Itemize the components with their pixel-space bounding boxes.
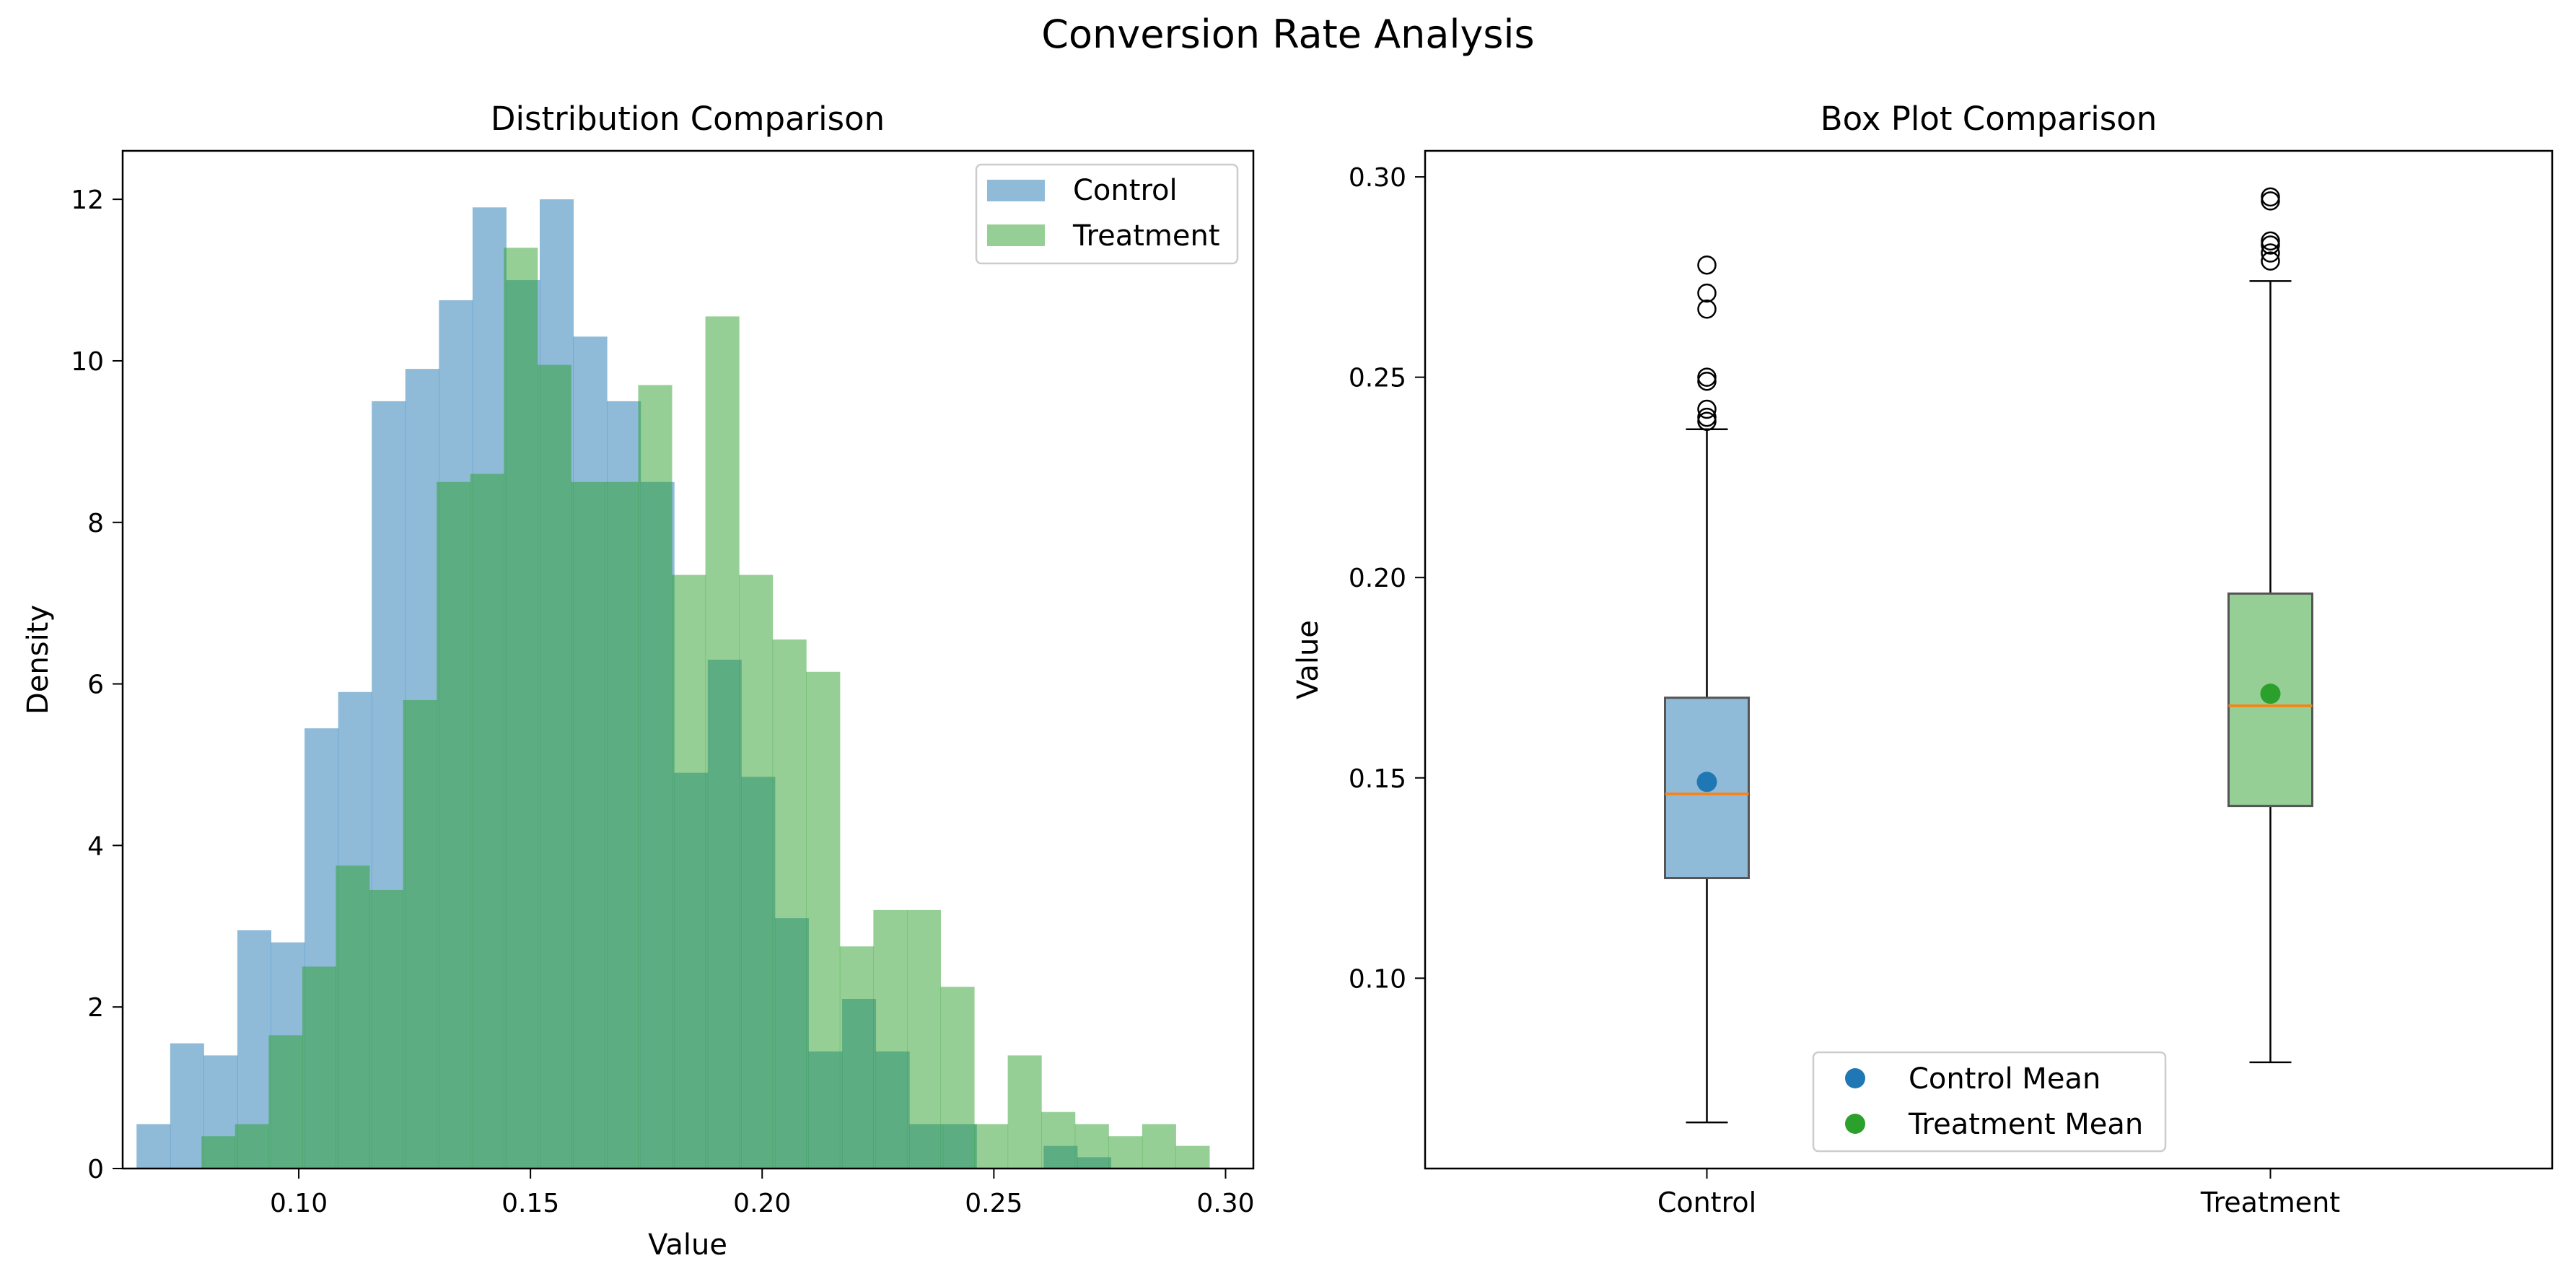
histogram-x-tick-label: 0.10	[270, 1189, 328, 1218]
boxplot-y-tick-label: 0.10	[1349, 964, 1406, 994]
histogram-bar-treatment	[537, 364, 571, 1169]
histogram-bar-treatment	[672, 575, 706, 1169]
histogram-bar-treatment	[336, 865, 370, 1169]
histogram-bar-treatment	[571, 481, 605, 1169]
boxplot-axes-frame	[1424, 149, 2554, 1170]
treatment-histogram-bars	[201, 248, 1210, 1169]
histogram-x-tick-label: 0.30	[1196, 1189, 1254, 1218]
boxplot-y-tick-label: 0.30	[1349, 163, 1406, 193]
outlier-treatment	[2261, 251, 2280, 271]
histogram-legend: Control Treatment	[975, 163, 1239, 265]
histogram-x-ticks: 0.10 0.15 0.20 0.25 0.30	[270, 1169, 1255, 1218]
histogram-bar-control	[136, 1124, 171, 1169]
histogram-bar-treatment	[604, 481, 639, 1169]
mean-marker-control	[1696, 772, 1717, 792]
legend-marker-treatment-mean	[1845, 1114, 1865, 1134]
mean-marker-treatment	[2260, 684, 2281, 704]
histogram-bar-treatment	[1175, 1145, 1210, 1169]
histogram-y-ticks: 0 2 4 6 8 10 12	[71, 185, 123, 1184]
outlier-control	[1697, 407, 1717, 427]
histogram-y-tick-label: 10	[71, 347, 104, 377]
outlier-treatment	[2261, 231, 2280, 251]
histogram-bar-treatment	[638, 385, 673, 1169]
histogram-bar-treatment	[974, 1124, 1009, 1169]
boxplot-y-tick-label: 0.15	[1349, 764, 1406, 794]
histogram-axes-frame	[121, 149, 1255, 1170]
histogram-bar-treatment	[839, 946, 874, 1169]
outlier-control	[1697, 300, 1717, 319]
histogram-title: Distribution Comparison	[491, 100, 885, 138]
histogram-bar-treatment	[940, 987, 975, 1169]
histogram-bar-treatment	[906, 909, 942, 1169]
boxplot-y-label: Value	[1292, 620, 1325, 699]
histogram-bar-control	[170, 1043, 204, 1169]
histogram-x-tick-label: 0.20	[733, 1189, 791, 1218]
outlier-control	[1697, 283, 1717, 303]
histogram-x-label: Value	[648, 1228, 727, 1262]
boxplot-legend-box	[1812, 1051, 2167, 1153]
outlier-treatment	[2261, 191, 2280, 211]
legend-label-control-mean: Control Mean	[1909, 1062, 2100, 1096]
histogram-bar-treatment	[1108, 1136, 1143, 1169]
legend-swatch-treatment	[987, 224, 1045, 246]
histogram-bar-treatment	[268, 1035, 303, 1169]
histogram-bar-treatment	[470, 473, 504, 1169]
boxplot-x-tick-label: Treatment	[2200, 1187, 2340, 1218]
legend-swatch-control	[987, 180, 1045, 201]
legend-label-control: Control	[1073, 174, 1178, 207]
boxplot-x-ticks: Control Treatment	[1657, 1169, 2340, 1218]
histogram-bar-treatment	[1041, 1112, 1076, 1169]
outlier-control	[1697, 399, 1717, 419]
outlier-treatment	[2261, 187, 2280, 207]
boxplot-title: Box Plot Comparison	[1821, 100, 2157, 138]
histogram-y-label: Density	[22, 605, 55, 715]
histogram-bar-treatment	[369, 889, 404, 1169]
outlier-control	[1697, 371, 1717, 391]
boxplot-y-tick-label: 0.20	[1349, 564, 1406, 593]
boxplot-y-ticks: 0.10 0.15 0.20 0.25 0.30	[1349, 163, 1425, 994]
boxplot-y-tick-label: 0.25	[1349, 364, 1406, 393]
outlier-control	[1697, 367, 1717, 387]
histogram-y-tick-label: 6	[87, 671, 104, 700]
histogram-y-tick-label: 2	[87, 993, 104, 1023]
histogram-bar-treatment	[705, 316, 740, 1169]
histogram-bar-treatment	[504, 248, 538, 1169]
histogram-bar-treatment	[235, 1124, 269, 1169]
histogram-panel: Distribution Comparison 0.10 0.15 0.20 0.25…	[22, 100, 1255, 1262]
histogram-bar-treatment	[772, 639, 807, 1169]
histogram-y-tick-label: 8	[87, 509, 104, 538]
histogram-bar-treatment	[806, 671, 841, 1169]
histogram-x-tick-label: 0.25	[965, 1189, 1022, 1218]
boxplot-elements	[1664, 187, 2313, 1124]
outlier-treatment	[2261, 243, 2280, 263]
legend-label-treatment: Treatment	[1072, 219, 1220, 253]
boxplot-legend: Control Mean Treatment Mean	[1812, 1051, 2167, 1153]
histogram-bar-treatment	[1007, 1055, 1042, 1169]
boxplot-x-tick-label: Control	[1657, 1187, 1756, 1218]
histogram-x-tick-label: 0.15	[501, 1189, 559, 1218]
outlier-control	[1697, 255, 1717, 275]
legend-marker-control-mean	[1845, 1068, 1865, 1088]
figure-title: Conversion Rate Analysis	[1041, 12, 1534, 57]
histogram-y-tick-label: 12	[71, 185, 104, 215]
histogram-bar-treatment	[739, 575, 774, 1169]
boxplot-panel: Box Plot Comparison Control Treatment 0.1…	[1292, 100, 2554, 1218]
histogram-bar-treatment	[302, 966, 336, 1169]
histogram-bar-treatment	[873, 909, 908, 1169]
legend-label-treatment-mean: Treatment Mean	[1908, 1108, 2143, 1141]
histogram-bar-treatment	[403, 699, 437, 1169]
histogram-bar-treatment	[1074, 1124, 1109, 1169]
histogram-bar-treatment	[437, 481, 471, 1169]
histogram-bar-treatment	[201, 1136, 236, 1169]
histogram-y-tick-label: 0	[87, 1155, 104, 1184]
histogram-bar-treatment	[1142, 1124, 1176, 1169]
histogram-y-tick-label: 4	[87, 831, 104, 861]
